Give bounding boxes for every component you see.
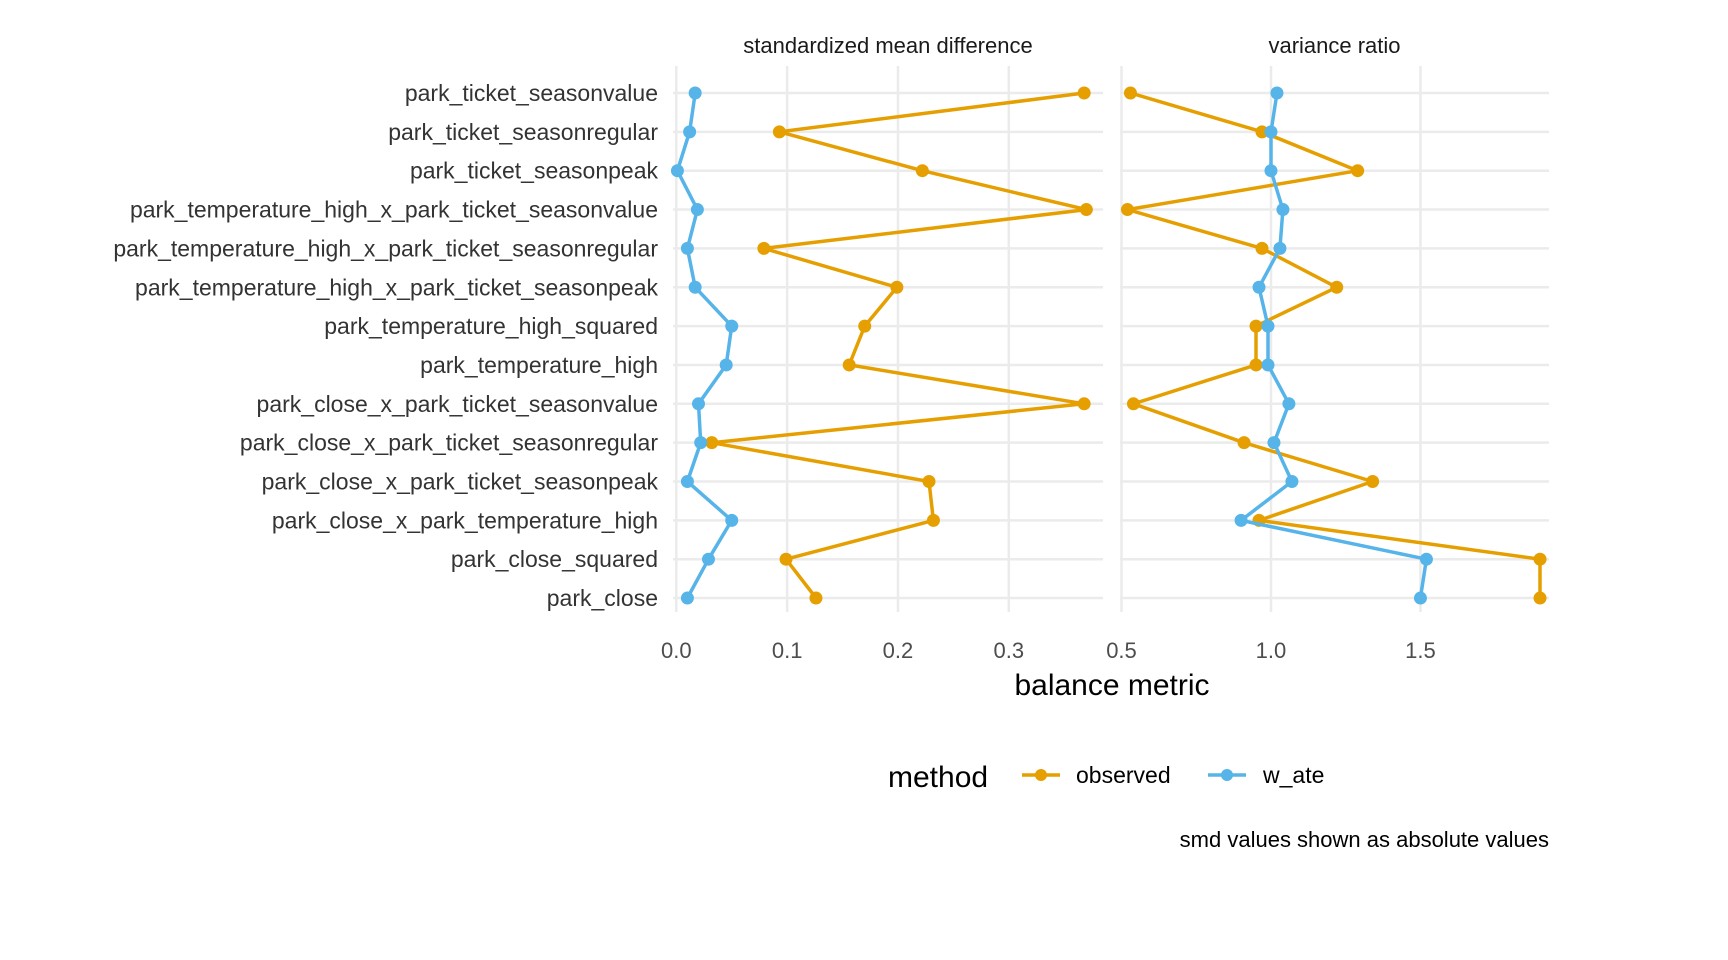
data-point-observed xyxy=(915,164,929,178)
series-layer xyxy=(670,86,1547,605)
y-axis-label: park_ticket_seasonpeak xyxy=(410,158,659,184)
x-tick-label: 1.5 xyxy=(1405,638,1436,663)
data-point-observed xyxy=(779,552,793,566)
data-point-observed xyxy=(1351,164,1365,178)
y-axis-label: park_temperature_high_x_park_ticket_seas… xyxy=(130,197,658,223)
data-point-w-ate xyxy=(691,397,705,411)
x-tick-label: 1.0 xyxy=(1256,638,1287,663)
legend-key-observed-point xyxy=(1035,769,1047,781)
data-point-observed xyxy=(757,241,771,255)
x-axis-title: balance metric xyxy=(1014,669,1209,702)
data-point-observed xyxy=(1533,552,1547,566)
data-point-w-ate xyxy=(1419,552,1433,566)
series-w-ate xyxy=(670,86,739,605)
panel-strip-titles: standardized mean difference variance rat… xyxy=(743,33,1400,58)
data-point-w-ate xyxy=(1282,397,1296,411)
panel-title: variance ratio xyxy=(1268,33,1400,58)
y-axis-label: park_close xyxy=(547,585,658,611)
y-axis-label: park_temperature_high_x_park_ticket_seas… xyxy=(135,274,658,300)
data-point-observed xyxy=(858,319,872,333)
data-point-w-ate xyxy=(690,203,704,217)
data-point-w-ate xyxy=(1264,164,1278,178)
legend: method observed w_ate xyxy=(888,761,1324,794)
data-point-w-ate xyxy=(1261,358,1275,372)
data-point-observed xyxy=(1126,397,1140,411)
data-point-w-ate xyxy=(1413,591,1427,605)
y-axis-label: park_ticket_seasonvalue xyxy=(405,80,658,106)
data-point-w-ate xyxy=(1261,319,1275,333)
y-axis-labels: park_ticket_seasonvalue park_ticket_seaso… xyxy=(113,80,658,611)
panel-title: standardized mean difference xyxy=(743,33,1032,58)
x-tick-label: 0.1 xyxy=(772,638,803,663)
data-point-observed xyxy=(1077,86,1091,100)
series-line-observed xyxy=(1125,91,1542,598)
data-point-w-ate xyxy=(680,475,694,488)
data-point-w-ate xyxy=(1267,436,1281,450)
caption: smd values shown as absolute values xyxy=(1180,827,1549,852)
y-axis-label: park_temperature_high xyxy=(420,352,658,378)
y-axis-label: park_ticket_seasonregular xyxy=(388,119,658,145)
data-point-w-ate xyxy=(725,319,739,333)
data-point-observed xyxy=(1366,475,1380,488)
y-axis-label: park_temperature_high_squared xyxy=(324,313,658,339)
y-axis-label: park_close_squared xyxy=(451,546,658,572)
data-point-w-ate xyxy=(725,513,739,527)
data-point-observed xyxy=(1077,397,1091,411)
gridlines xyxy=(673,66,1549,612)
data-point-observed xyxy=(705,436,719,450)
data-point-w-ate xyxy=(1273,241,1287,255)
data-point-observed xyxy=(842,358,856,372)
x-axis-tick-labels: 0.0 0.1 0.2 0.3 0.5 1.0 1.5 xyxy=(661,638,1436,663)
data-point-observed xyxy=(1249,319,1263,333)
y-axis-label: park_close_x_park_ticket_seasonpeak xyxy=(262,469,659,495)
x-tick-label: 0.0 xyxy=(661,638,692,663)
series-observed xyxy=(705,86,1093,605)
data-point-w-ate xyxy=(1234,513,1248,527)
data-point-observed xyxy=(1079,203,1093,217)
series-w-ate xyxy=(1234,86,1433,605)
data-point-w-ate xyxy=(688,86,702,100)
data-point-w-ate xyxy=(1276,203,1290,217)
y-axis-label: park_close_x_park_temperature_high xyxy=(272,507,658,533)
data-point-w-ate xyxy=(694,436,708,450)
legend-label-w-ate: w_ate xyxy=(1262,762,1324,788)
data-point-observed xyxy=(1120,203,1134,217)
data-point-w-ate xyxy=(701,552,715,566)
data-point-observed xyxy=(809,591,823,605)
data-point-observed xyxy=(926,513,940,527)
y-axis-label: park_close_x_park_ticket_seasonvalue xyxy=(257,391,658,417)
data-point-observed xyxy=(772,125,786,139)
y-axis-label: park_temperature_high_x_park_ticket_seas… xyxy=(113,235,658,261)
data-point-observed xyxy=(1533,591,1547,605)
x-tick-label: 0.3 xyxy=(994,638,1025,663)
data-point-w-ate xyxy=(1252,280,1266,294)
data-point-observed xyxy=(1330,280,1344,294)
data-point-w-ate xyxy=(680,591,694,605)
legend-label-observed: observed xyxy=(1076,762,1171,788)
data-point-w-ate xyxy=(1264,125,1278,139)
data-point-w-ate xyxy=(688,280,702,294)
data-point-w-ate xyxy=(680,241,694,255)
data-point-observed xyxy=(1237,436,1251,450)
data-point-observed xyxy=(1123,86,1137,100)
data-point-w-ate xyxy=(719,358,733,372)
data-point-observed xyxy=(1255,125,1269,139)
series-observed xyxy=(1120,86,1547,605)
data-point-w-ate xyxy=(670,164,684,178)
series-line-w-ate xyxy=(1239,92,1429,599)
y-axis-label: park_close_x_park_ticket_seasonregular xyxy=(240,430,658,456)
data-point-observed xyxy=(1249,358,1263,372)
data-point-w-ate xyxy=(683,125,697,139)
data-point-observed xyxy=(1255,241,1269,255)
data-point-observed xyxy=(922,475,936,488)
data-point-w-ate xyxy=(1270,86,1284,100)
legend-key-w-ate-point xyxy=(1221,769,1233,781)
data-point-observed xyxy=(890,280,904,294)
legend-title: method xyxy=(888,761,988,794)
series-line-w-ate xyxy=(675,92,734,599)
data-point-w-ate xyxy=(1285,475,1299,488)
x-tick-label: 0.5 xyxy=(1106,638,1137,663)
x-tick-label: 0.2 xyxy=(883,638,914,663)
